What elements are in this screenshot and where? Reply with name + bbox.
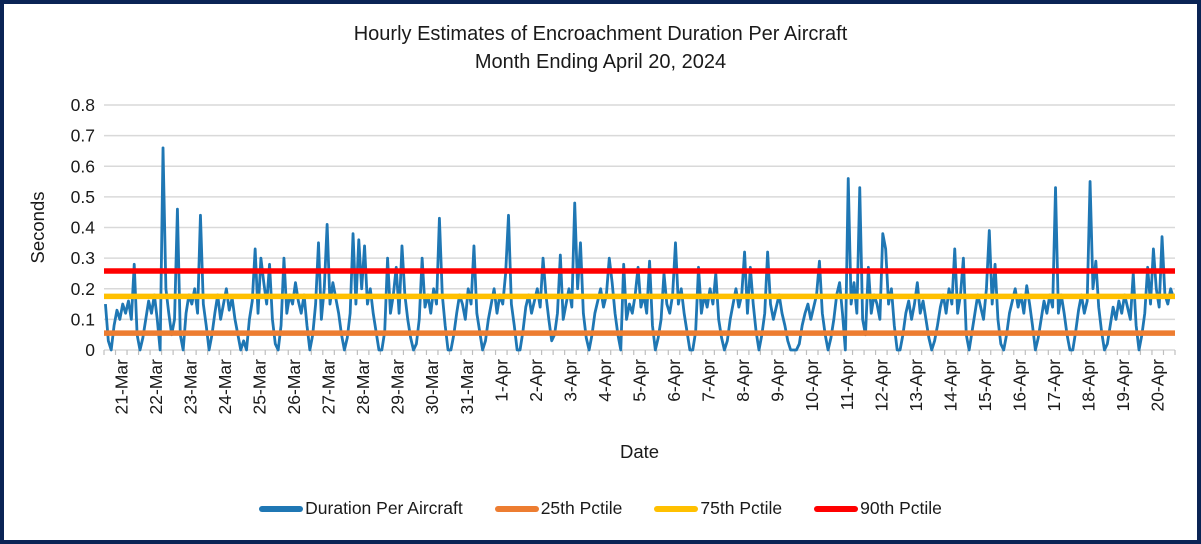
chart-subtitle: Month Ending April 20, 2024 [474, 51, 727, 73]
y-tick-label: 0 [85, 340, 95, 360]
x-tick-label: 5-Apr [630, 359, 650, 402]
x-tick-label: 27-Mar [319, 359, 339, 415]
y-tick-label: 0.4 [71, 218, 96, 238]
legend-label: Duration Per Aircraft [305, 498, 463, 518]
y-tick-label: 0.2 [71, 279, 95, 299]
legend-label: 75th Pctile [700, 498, 783, 518]
x-tick-label: 16-Apr [1010, 359, 1030, 412]
y-tick-label: 0.6 [71, 156, 95, 176]
x-tick-label: 3-Apr [560, 359, 580, 402]
x-tick-label: 9-Apr [768, 359, 788, 402]
legend-line-swatch-blue-icon [259, 505, 304, 512]
y-axis-title: Seconds [27, 192, 48, 264]
x-tick-label: 22-Mar [146, 359, 166, 415]
legend-line-swatch-orange-icon [494, 505, 539, 512]
x-tick-label: 2-Apr [526, 359, 546, 402]
x-tick-label: 6-Apr [664, 359, 684, 402]
x-tick-label: 29-Mar [388, 359, 408, 415]
x-axis-title: Date [620, 441, 659, 462]
x-tick-label: 8-Apr [733, 359, 753, 402]
x-tick-label: 1-Apr [491, 359, 511, 402]
legend-label: 25th Pctile [540, 498, 623, 518]
x-tick-label: 12-Apr [871, 359, 891, 412]
x-tick-label: 7-Apr [699, 359, 719, 402]
chart-title-block: Hourly Estimates of Encroachment Duratio… [4, 20, 1197, 76]
chart-title: Hourly Estimates of Encroachment Duratio… [353, 23, 848, 45]
legend-line-swatch-yellow-icon [654, 505, 699, 512]
x-tick-label: 20-Apr [1148, 359, 1168, 412]
x-tick-label: 4-Apr [595, 359, 615, 402]
legend-line-swatch-red-icon [814, 505, 859, 512]
x-tick-label: 24-Mar [215, 359, 235, 415]
x-tick-label: 17-Apr [1044, 359, 1064, 412]
x-tick-label: 25-Mar [249, 359, 269, 415]
y-tick-label: 0.1 [71, 309, 95, 329]
y-tick-label: 0.3 [71, 248, 95, 268]
x-tick-label: 23-Mar [180, 359, 200, 415]
x-tick-label: 11-Apr [837, 359, 857, 410]
x-tick-label: 19-Apr [1113, 359, 1133, 412]
x-tick-label: 10-Apr [802, 359, 822, 412]
legend-item-75th-pctile: 75th Pctile [654, 498, 782, 519]
x-tick-label: 13-Apr [906, 359, 926, 412]
legend-item-90th-pctile: 90th Pctile [814, 498, 942, 519]
legend: Duration Per Aircraft 25th Pctile 75th P… [4, 498, 1197, 519]
y-tick-label: 0.7 [71, 126, 95, 146]
x-tick-label: 28-Mar [353, 359, 373, 415]
x-tick-label: 26-Mar [284, 359, 304, 415]
legend-label: 90th Pctile [860, 498, 942, 518]
x-tick-label: 31-Mar [457, 359, 477, 415]
x-tick-label: 30-Mar [422, 359, 442, 415]
plot-area: 0 0.1 0.2 0.3 0.4 0.5 0.6 0.7 0.8 21-Mar 22-Mar 23-… [27, 95, 1176, 462]
legend-item-25th-pctile: 25th Pctile [494, 498, 623, 519]
x-tick-label: 18-Apr [1079, 359, 1099, 412]
legend-item-duration-per-aircraft: Duration Per Aircraft [259, 498, 463, 519]
x-tick-label: 15-Apr [975, 359, 995, 412]
x-tick-label: 14-Apr [940, 359, 960, 412]
y-tick-label: 0.5 [71, 187, 95, 207]
x-tick-label: 21-Mar [111, 359, 131, 415]
y-tick-label: 0.8 [71, 95, 95, 115]
